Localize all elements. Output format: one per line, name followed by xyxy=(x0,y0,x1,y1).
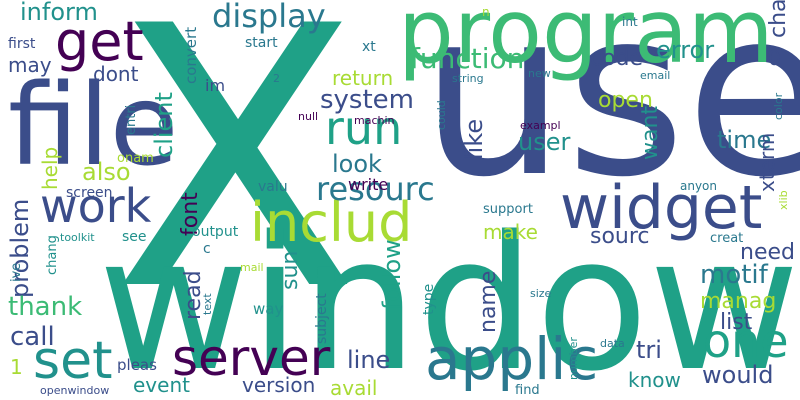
word-creat: creat xyxy=(710,231,744,246)
word-program: program xyxy=(398,0,774,83)
word-display: display xyxy=(212,0,326,35)
word-event: event xyxy=(133,373,190,397)
word-openwindow: openwindow xyxy=(40,384,110,397)
word-machin: machin xyxy=(354,114,395,127)
word-thank: thank xyxy=(8,292,83,322)
word-convert: convert xyxy=(182,26,200,84)
word-resourc: resourc xyxy=(316,170,435,208)
word-chang: chang xyxy=(45,235,60,275)
word-ive: ive xyxy=(9,262,24,282)
word-window: window xyxy=(98,196,800,400)
word-new: new xyxy=(528,67,551,80)
word-return: return xyxy=(332,66,394,90)
word-xt: xt xyxy=(362,39,376,55)
word-toolkit: toolkit xyxy=(60,231,95,244)
word-char: char xyxy=(766,0,791,38)
word-motif: motif xyxy=(700,260,768,290)
word-name: name xyxy=(476,270,501,333)
word-know: know xyxy=(628,368,681,392)
word-1: 1 xyxy=(10,355,23,379)
word-user: user xyxy=(518,128,571,156)
word-output: output xyxy=(192,224,239,240)
word-valu: valu xyxy=(258,179,288,195)
word-data: data xyxy=(600,337,625,350)
word-manag: manag xyxy=(700,289,777,314)
word-also: also xyxy=(82,158,131,186)
word-number: number xyxy=(567,337,580,380)
word-null: null xyxy=(298,110,319,123)
word-int: int xyxy=(622,15,638,29)
word-way: way xyxy=(253,300,284,318)
word-one: one xyxy=(703,314,789,368)
word-entri: entri xyxy=(124,104,139,135)
word-function: function xyxy=(410,42,525,75)
word-like: like xyxy=(460,118,488,160)
word-could: could xyxy=(435,100,448,130)
word-email: email xyxy=(640,69,671,82)
word-support: support xyxy=(483,202,533,217)
word-look: look xyxy=(332,150,382,178)
word-first: first xyxy=(8,36,36,52)
word-use: use xyxy=(420,0,800,228)
word-file: file xyxy=(8,61,179,191)
word-make: make xyxy=(483,220,538,244)
word-text: text xyxy=(201,293,214,315)
word-get: get xyxy=(55,10,144,73)
word-applic: applic xyxy=(425,325,599,393)
word-avail: avail xyxy=(330,376,378,400)
word-exampl: exampl xyxy=(520,119,561,132)
word-work: work xyxy=(40,179,152,233)
word-find: find xyxy=(515,383,540,398)
word-help: help xyxy=(38,146,62,190)
word-error: error xyxy=(656,36,715,64)
word-dont: dont xyxy=(93,62,139,86)
word-write: write xyxy=(348,175,389,194)
word-start: start xyxy=(245,35,278,51)
word-subject: subject xyxy=(314,293,330,344)
word-time: time xyxy=(717,126,772,154)
word-sourc: sourc xyxy=(590,224,650,249)
word-2: 2 xyxy=(273,72,280,85)
word-c: c xyxy=(203,241,211,257)
word-screen: screen xyxy=(66,185,113,201)
word-call: call xyxy=(10,322,55,352)
word-im: im xyxy=(205,76,226,95)
word-anyon: anyon xyxy=(680,179,718,193)
word-would: would xyxy=(702,361,774,389)
word-system: system xyxy=(320,85,414,115)
word-code: code xyxy=(590,46,644,71)
word-server: server xyxy=(172,329,331,387)
word-x: X xyxy=(112,0,359,369)
word-follow: follow xyxy=(378,239,406,310)
word-problem: problem xyxy=(6,198,34,298)
word-onam: onam xyxy=(117,151,154,166)
word-xterm: xterm xyxy=(755,132,779,192)
word-open: open xyxy=(598,88,653,113)
word-run: run xyxy=(325,101,403,155)
word-includ: includ xyxy=(250,191,413,254)
word-string: string xyxy=(452,72,484,85)
word-client: client xyxy=(150,92,178,158)
word-inform: inform xyxy=(20,0,98,26)
word-sun: sun xyxy=(278,250,303,290)
word-widget: widget xyxy=(560,173,763,243)
word-type: type xyxy=(421,283,437,315)
word-tri: tri xyxy=(636,336,662,364)
word-0: 0 xyxy=(768,46,781,70)
word-size: size xyxy=(530,287,552,300)
word-version: version xyxy=(242,373,316,397)
word-need: need xyxy=(740,240,795,265)
word-color: color xyxy=(772,92,785,120)
word-line: line xyxy=(347,346,391,374)
word-n: n xyxy=(482,5,490,19)
word-pleas: pleas xyxy=(117,356,157,374)
word-want: want xyxy=(638,105,663,160)
word-list: list xyxy=(720,310,753,335)
word-xlib: xlib xyxy=(777,190,790,210)
word-may: may xyxy=(8,53,52,77)
word-see: see xyxy=(122,229,147,245)
word-set: set xyxy=(33,331,113,391)
word-mail: mail xyxy=(240,261,264,274)
